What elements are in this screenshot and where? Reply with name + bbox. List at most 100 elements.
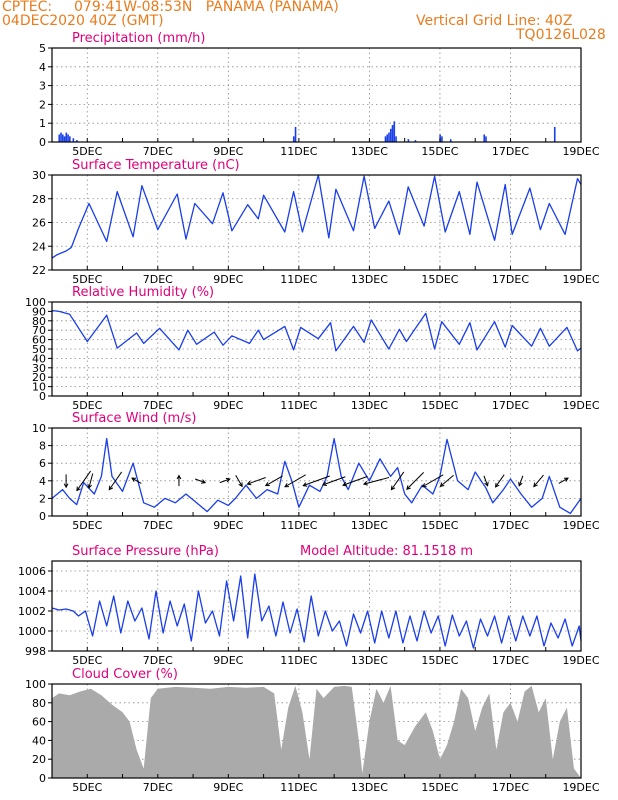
panel-frame <box>51 301 582 397</box>
series-line <box>51 437 582 515</box>
y-tick-label: 998 <box>25 645 46 658</box>
y-tick-label: 24 <box>32 240 46 253</box>
y-tick-label: 100 <box>25 678 46 691</box>
y-tick-label: 10 <box>32 422 46 435</box>
x-tick-label: 13DEC <box>351 519 388 532</box>
y-tick-label: 1006 <box>18 565 46 578</box>
precip-bar <box>65 132 68 142</box>
x-tick-label: 15DEC <box>421 519 458 532</box>
x-tick-label: 15DEC <box>421 654 458 667</box>
precip-bar <box>553 126 556 142</box>
wind-arrow <box>406 472 425 490</box>
y-tick-label: 0 <box>39 510 46 523</box>
panel-title: Surface Temperature (nC) <box>72 158 240 173</box>
wind-arrow <box>246 477 266 486</box>
x-tick-label: 5DEC <box>72 519 102 532</box>
x-tick-label: 11DEC <box>280 273 317 286</box>
wind-arrow <box>362 476 390 486</box>
x-tick-label: 17DEC <box>492 399 529 412</box>
y-tick-label: 100 <box>25 296 46 309</box>
precip-bar <box>61 134 64 142</box>
precip-bar <box>67 134 69 142</box>
panel-4: Surface Pressure (hPa) Model Altitude: 81… <box>18 544 600 667</box>
panel-frame <box>51 560 582 652</box>
y-tick-label: 4 <box>39 475 46 488</box>
y-tick-label: 5 <box>39 42 46 55</box>
x-tick-label: 9DEC <box>213 781 243 794</box>
wind-arrow <box>302 475 330 487</box>
x-tick-label: 19DEC <box>562 145 599 158</box>
x-tick-label: 13DEC <box>351 273 388 286</box>
panel-title: Cloud Cover (%) <box>72 667 178 682</box>
precip-bar <box>388 132 390 142</box>
x-tick-label: 15DEC <box>421 399 458 412</box>
precip-bar <box>76 140 78 142</box>
x-tick-label: 13DEC <box>351 781 388 794</box>
wind-arrow <box>194 478 207 484</box>
x-tick-label: 17DEC <box>492 273 529 286</box>
wind-arrow <box>439 474 454 487</box>
x-tick-label: 19DEC <box>562 273 599 286</box>
y-tick-label: 60 <box>32 716 46 729</box>
panel-title: Relative Humidity (%) <box>72 285 214 300</box>
y-tick-label: 90 <box>32 305 46 318</box>
x-tick-label: 7DEC <box>143 145 173 158</box>
y-tick-label: 30 <box>32 169 46 182</box>
series-line <box>51 174 582 259</box>
series-line <box>51 573 582 649</box>
panel-frame <box>51 683 582 779</box>
y-tick-label: 1002 <box>18 605 46 618</box>
x-tick-label: 19DEC <box>562 781 599 794</box>
wind-arrow <box>76 470 91 492</box>
y-tick-label: 2 <box>39 492 46 505</box>
precip-bar <box>485 136 487 142</box>
y-tick-label: 20 <box>32 371 46 384</box>
precip-bar <box>69 136 71 142</box>
panel-annotation: Model Altitude: 81.1518 m <box>300 544 473 559</box>
wind-arrow <box>87 473 94 490</box>
y-tick-label: 26 <box>32 217 46 230</box>
x-tick-label: 9DEC <box>213 654 243 667</box>
panel-title: Precipitation (mm/h) <box>72 31 205 46</box>
header-datetime: 04DEC2020 40Z (GMT) <box>2 13 164 29</box>
precip-bar <box>414 140 417 142</box>
precip-bar <box>449 139 452 142</box>
precip-bar <box>294 126 297 142</box>
wind-arrow <box>321 476 346 486</box>
panel-title: Surface Wind (m/s) <box>72 411 196 426</box>
x-tick-label: 7DEC <box>143 273 173 286</box>
y-tick-label: 1000 <box>18 625 46 638</box>
precip-bar <box>58 134 61 142</box>
wind-arrow <box>558 477 569 484</box>
y-tick-label: 80 <box>32 697 46 710</box>
x-tick-label: 11DEC <box>280 145 317 158</box>
precip-bar <box>391 125 394 142</box>
y-tick-label: 60 <box>32 334 46 347</box>
panel-3: Surface Wind (m/s) 0 2 4 6 8 10 5DEC 7DEC 9DEC 11D… <box>32 411 600 532</box>
wind-arrow <box>219 477 231 484</box>
precip-bar <box>389 128 392 142</box>
x-tick-label: 11DEC <box>280 654 317 667</box>
panel-5: Cloud Cover (%) 0 20 40 60 80 100 5DEC 7DEC 9DEC 1… <box>25 667 600 794</box>
y-tick-label: 20 <box>32 753 46 766</box>
y-tick-label: 3 <box>39 80 46 93</box>
x-tick-label: 9DEC <box>213 145 243 158</box>
precip-bar <box>292 136 295 142</box>
x-tick-label: 13DEC <box>351 145 388 158</box>
panel-frame <box>51 47 582 143</box>
y-tick-label: 0 <box>39 136 46 149</box>
x-tick-label: 5DEC <box>72 273 102 286</box>
wind-arrow <box>342 475 368 487</box>
x-tick-label: 19DEC <box>562 399 599 412</box>
precip-bar <box>395 136 397 142</box>
series-line <box>51 309 582 352</box>
x-tick-label: 9DEC <box>213 519 243 532</box>
wind-arrow <box>421 474 444 488</box>
y-tick-label: 6 <box>39 457 46 470</box>
x-tick-label: 5DEC <box>72 654 102 667</box>
precip-bar <box>393 121 396 142</box>
y-tick-label: 70 <box>32 324 46 337</box>
x-tick-label: 19DEC <box>562 654 599 667</box>
panel-2: Relative Humidity (%) 0102030405060708090… <box>25 285 600 412</box>
